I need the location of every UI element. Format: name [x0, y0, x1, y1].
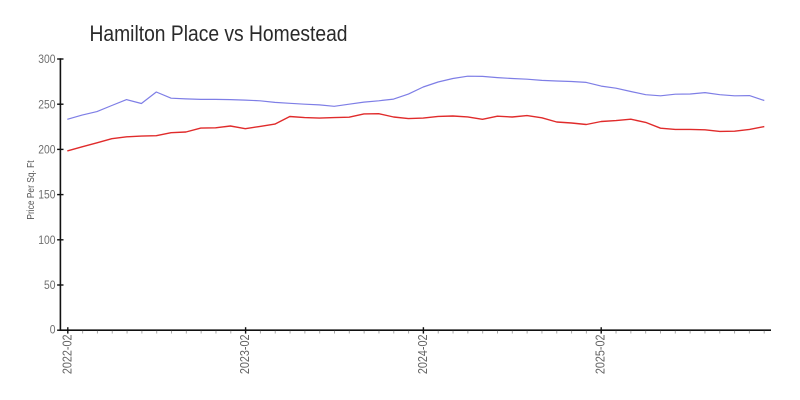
- svg-text:0: 0: [50, 324, 56, 337]
- svg-text:2025-02: 2025-02: [593, 334, 608, 374]
- svg-text:Price Per Sq. Ft: Price Per Sq. Ft: [25, 160, 37, 220]
- svg-text:300: 300: [38, 53, 55, 66]
- svg-text:150: 150: [38, 189, 55, 202]
- svg-text:2024-02: 2024-02: [415, 334, 430, 374]
- svg-text:200: 200: [38, 144, 55, 157]
- svg-text:250: 250: [38, 99, 55, 112]
- svg-text:100: 100: [38, 234, 55, 247]
- svg-text:Hamilton Place vs Homestead: Hamilton Place vs Homestead: [90, 22, 348, 46]
- svg-text:2023-02: 2023-02: [237, 334, 252, 374]
- svg-text:50: 50: [44, 279, 55, 292]
- svg-text:2022-02: 2022-02: [59, 334, 74, 374]
